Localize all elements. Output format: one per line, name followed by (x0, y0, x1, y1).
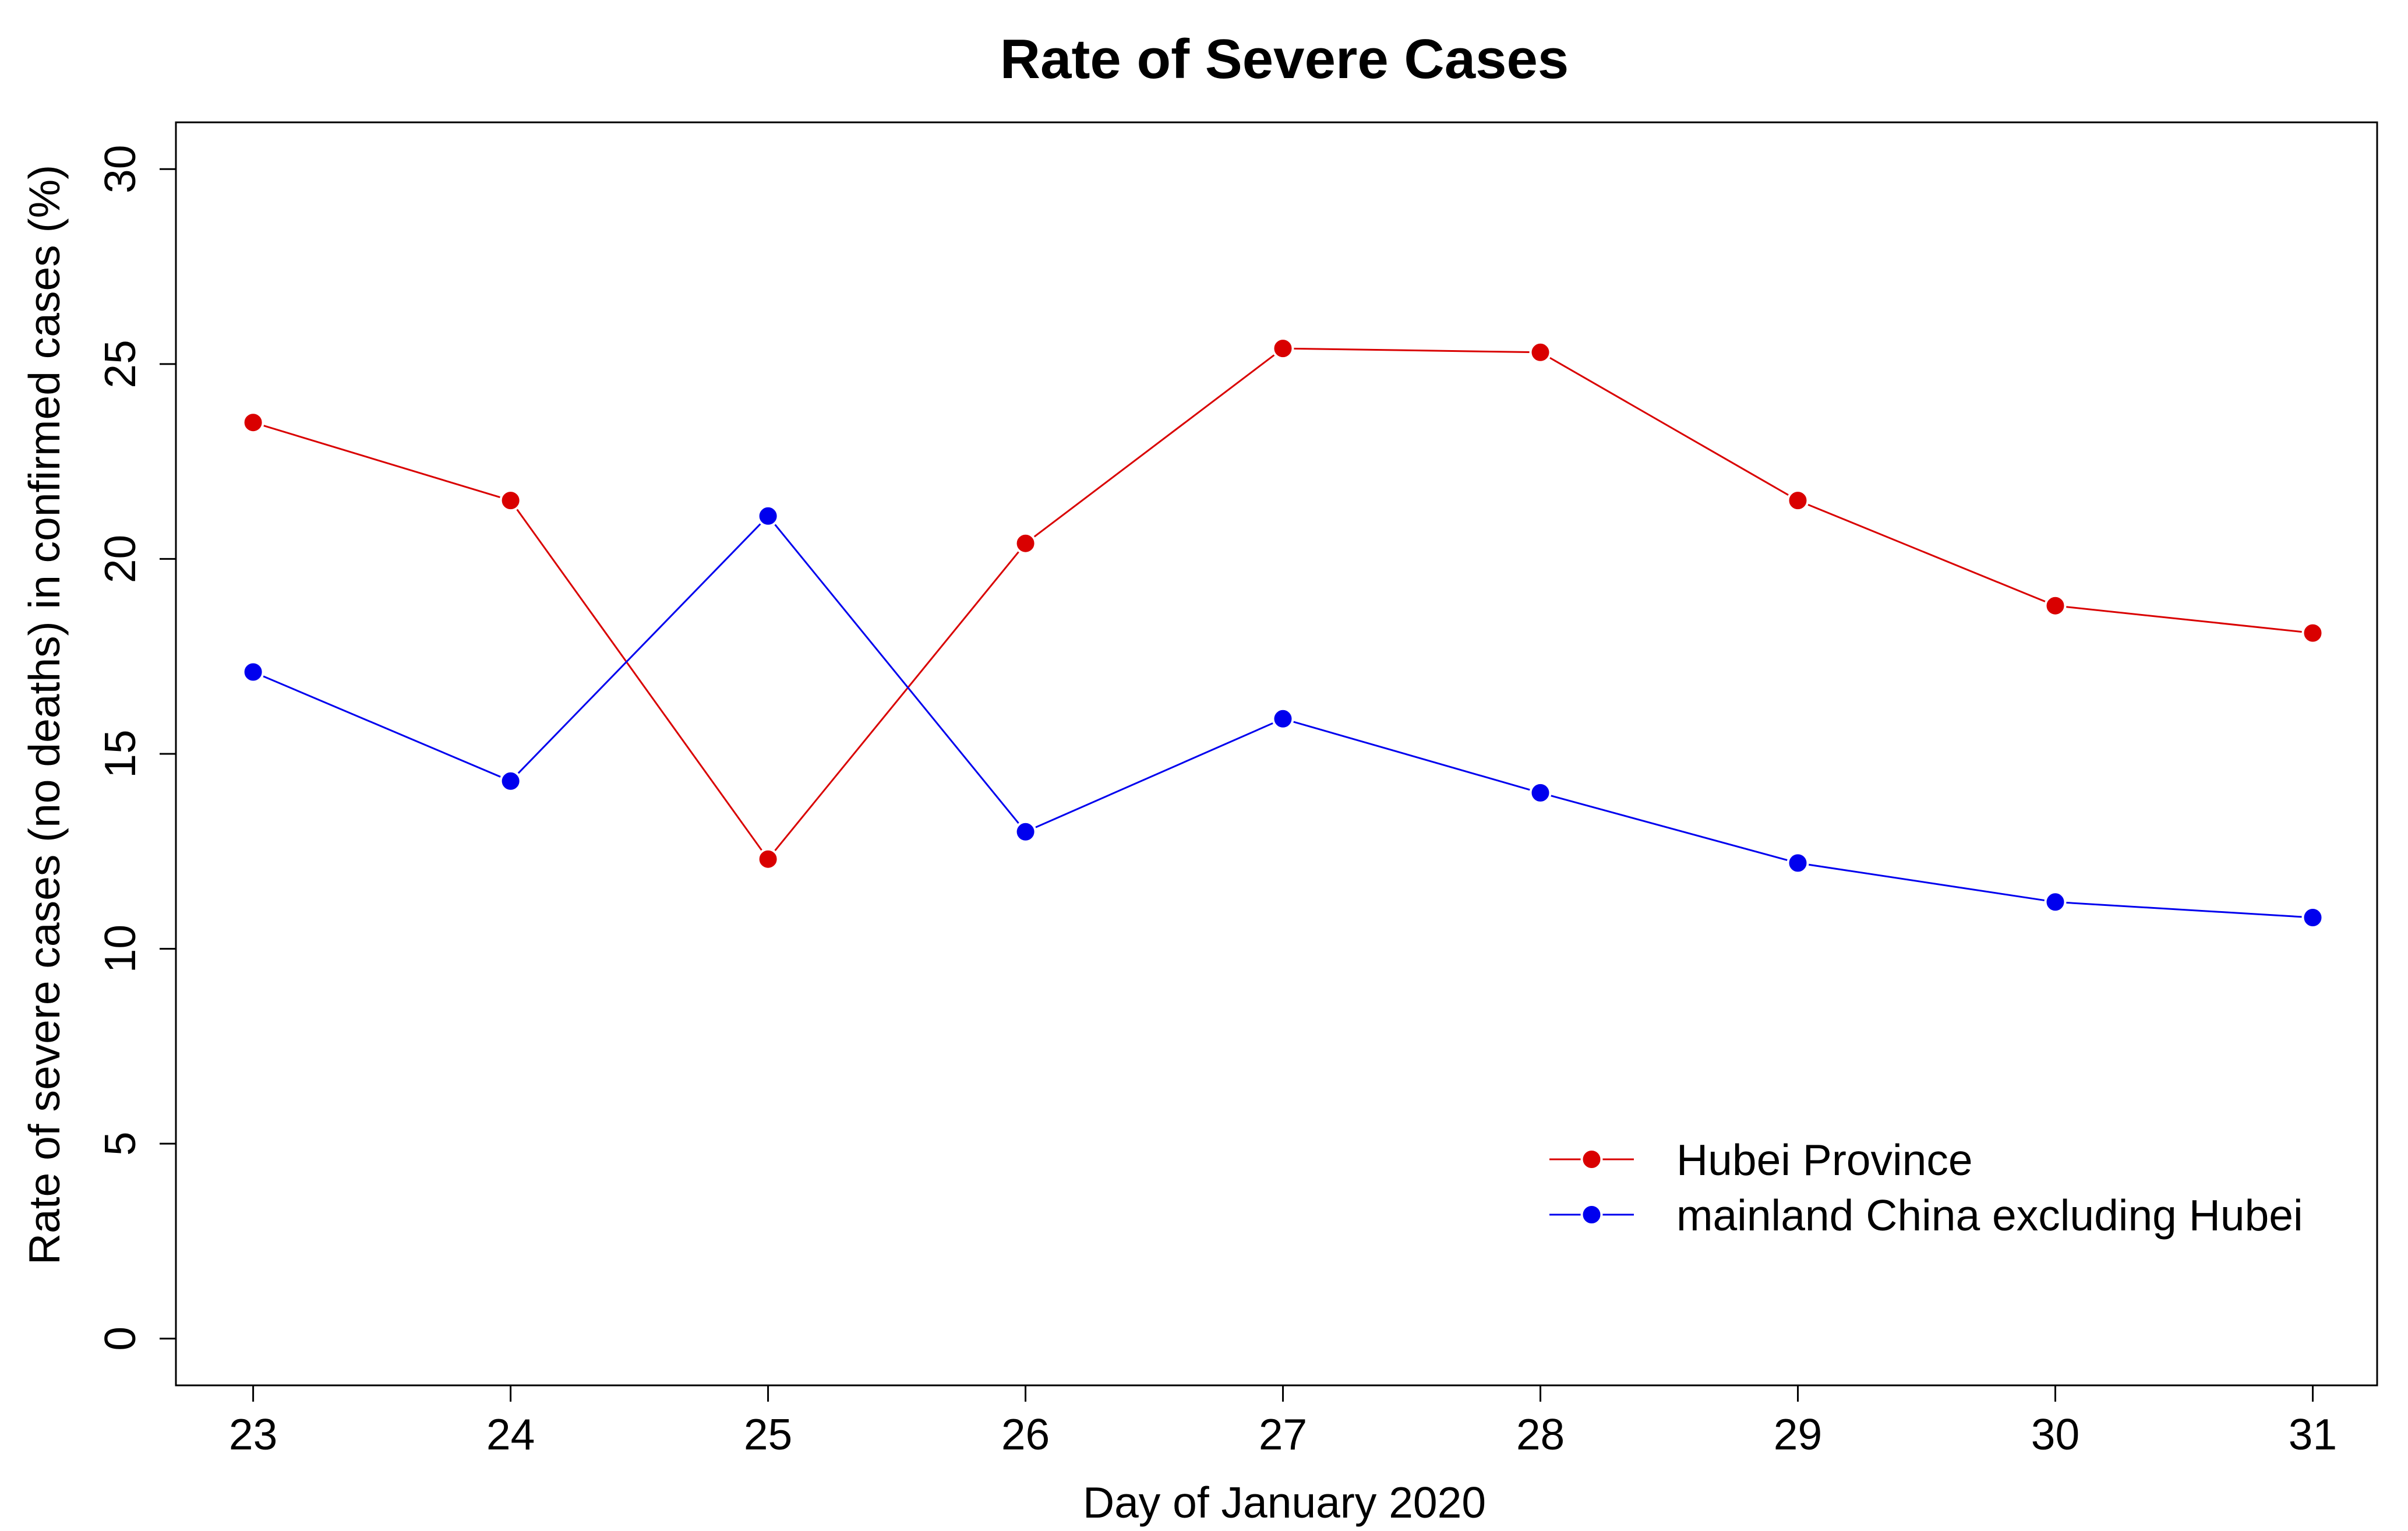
series-1-point-27 (1272, 337, 1294, 360)
legend-item-2: mainland China excluding Hubei (1549, 1191, 2303, 1240)
x-tick-label-25: 25 (744, 1410, 792, 1459)
series-1-point-26 (1014, 532, 1037, 555)
series-1 (242, 337, 2324, 870)
x-tick-label-27: 27 (1259, 1410, 1307, 1459)
legend-label-1: Hubei Province (1676, 1135, 1973, 1184)
x-axis: 23 24 25 26 27 28 29 30 31 (229, 1385, 2337, 1459)
y-axis-label: Rate of severe cases (no deaths) in conf… (20, 165, 69, 1265)
legend-marker-1 (1580, 1148, 1603, 1170)
y-tick-label-0: 0 (96, 1327, 144, 1351)
legend-label-2: mainland China excluding Hubei (1676, 1191, 2303, 1240)
y-axis: 0 5 10 15 20 25 30 (96, 145, 176, 1351)
series-layer (242, 337, 2324, 929)
series-2-point-26 (1014, 820, 1037, 843)
x-tick-label-23: 23 (229, 1410, 277, 1459)
series-1-point-30 (2044, 594, 2067, 617)
series-1-point-23 (242, 411, 264, 434)
x-axis-label: Day of January 2020 (1083, 1478, 1486, 1527)
series-2 (242, 505, 2324, 929)
x-tick-label-28: 28 (1516, 1410, 1565, 1459)
series-2-point-24 (499, 770, 522, 792)
x-tick-label-24: 24 (486, 1410, 535, 1459)
y-tick-label-20: 20 (96, 535, 144, 583)
series-2-point-30 (2044, 891, 2067, 913)
series-1-point-24 (499, 489, 522, 512)
series-2-point-27 (1272, 707, 1294, 730)
series-2-point-25 (757, 505, 779, 527)
series-2-point-23 (242, 661, 264, 683)
y-tick-label-15: 15 (96, 729, 144, 778)
legend-item-1: Hubei Province (1549, 1135, 1973, 1184)
x-tick-label-26: 26 (1001, 1410, 1050, 1459)
series-1-point-25 (757, 848, 779, 870)
series-1-point-28 (1529, 341, 1552, 364)
x-tick-label-30: 30 (2031, 1410, 2079, 1459)
y-tick-label-30: 30 (96, 145, 144, 193)
series-1-line (253, 347, 2313, 861)
series-2-point-28 (1529, 781, 1552, 804)
x-tick-label-29: 29 (1774, 1410, 1822, 1459)
series-1-point-31 (2301, 622, 2324, 644)
y-tick-label-25: 25 (96, 340, 144, 388)
series-2-point-29 (1786, 852, 1809, 874)
legend: Hubei Province mainland China excluding H… (1549, 1135, 2303, 1240)
x-tick-label-31: 31 (2289, 1410, 2337, 1459)
series-1-point-29 (1786, 489, 1809, 512)
chart-title: Rate of Severe Cases (1000, 28, 1569, 90)
y-tick-label-5: 5 (96, 1131, 144, 1156)
y-tick-label-10: 10 (96, 925, 144, 973)
series-2-point-31 (2301, 906, 2324, 929)
legend-marker-2 (1580, 1204, 1603, 1226)
